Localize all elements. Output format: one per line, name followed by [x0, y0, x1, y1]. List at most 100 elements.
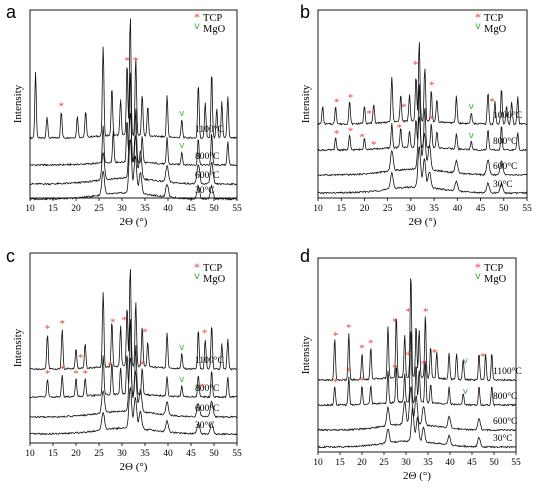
x-axis-label: 2Θ (°): [409, 216, 437, 228]
xrd-trace-1100c: [29, 18, 237, 140]
x-tick-label: 35: [429, 204, 439, 214]
legend-label: TCP: [203, 13, 222, 24]
tcp-marker: *: [59, 101, 65, 113]
x-tick-label: 20: [71, 449, 81, 459]
tcp-marker: *: [333, 330, 339, 342]
series-label: 30°C: [195, 420, 215, 431]
series-label: 1000°C: [493, 110, 522, 121]
xrd-trace-600c: [317, 386, 517, 432]
xrd-trace-1100c: [30, 269, 238, 371]
legend-marker-tcp: *: [475, 10, 481, 24]
tcp-marker: *: [366, 108, 372, 120]
x-tick-label: 20: [71, 204, 81, 214]
tcp-marker: *: [45, 323, 51, 335]
xrd-trace-1100c: [317, 278, 517, 382]
tcp-marker: *: [82, 368, 88, 380]
legend-marker-tcp: *: [194, 260, 200, 274]
legend-marker-mgo: v: [194, 21, 200, 32]
tcp-marker: *: [371, 139, 377, 151]
tcp-marker: *: [423, 306, 429, 318]
series-label: 1100°C: [493, 366, 522, 377]
plot-frame: [317, 9, 528, 199]
xrd-trace-30c: [29, 387, 238, 436]
y-axis-label: Intensity: [12, 328, 24, 367]
x-tick-label: 45: [186, 449, 196, 459]
x-tick-label: 40: [163, 449, 173, 459]
tcp-marker: *: [359, 132, 365, 144]
x-tick-label: 20: [360, 204, 370, 214]
tcp-marker: *: [392, 316, 398, 328]
mgo-marker: v: [469, 102, 475, 112]
series-label: 800°C: [195, 151, 219, 162]
tcp-marker: *: [413, 59, 419, 71]
legend-label: TCP: [484, 13, 503, 24]
xrd-trace-30c: [29, 139, 237, 201]
tcp-marker: *: [392, 362, 398, 374]
tcp-marker: *: [348, 92, 354, 104]
x-tick-label: 40: [453, 204, 463, 214]
tcp-marker: *: [124, 55, 130, 67]
tcp-marker: *: [110, 316, 116, 328]
series-label: 600°C: [493, 416, 517, 427]
legend-label: MgO: [484, 274, 507, 285]
tcp-marker: *: [73, 368, 79, 380]
tcp-marker: *: [78, 352, 84, 364]
xrd-trace-800c: [317, 331, 517, 407]
x-tick-label: 55: [511, 458, 521, 468]
legend-marker-mgo: v: [475, 271, 481, 282]
x-tick-label: 15: [48, 204, 58, 214]
tcp-marker: *: [432, 347, 438, 359]
tcp-marker: *: [405, 349, 411, 361]
x-tick-label: 55: [232, 449, 242, 459]
x-tick-label: 30: [401, 458, 411, 468]
x-tick-label: 15: [336, 204, 346, 214]
series-label: 30°C: [493, 433, 513, 444]
tcp-marker: *: [108, 359, 114, 371]
tcp-marker: *: [397, 122, 403, 134]
series-label: 30°C: [493, 179, 513, 190]
tcp-marker: *: [359, 343, 365, 355]
x-tick-label: 20: [357, 458, 367, 468]
x-tick-label: 30: [117, 204, 127, 214]
mgo-marker: v: [463, 356, 469, 366]
tcp-marker: *: [480, 351, 486, 363]
mgo-marker: v: [463, 387, 469, 397]
x-tick-label: 25: [94, 204, 104, 214]
tcp-marker: *: [59, 364, 65, 376]
tcp-marker: *: [359, 375, 365, 387]
x-tick-label: 10: [25, 449, 35, 459]
series-label: 600°C: [195, 403, 219, 414]
series-label: 30°C: [195, 185, 215, 196]
x-tick-label: 35: [423, 458, 433, 468]
x-tick-label: 40: [445, 458, 455, 468]
tcp-marker: *: [59, 318, 65, 330]
xrd-trace-600c: [29, 357, 238, 419]
series-label: 1100°C: [195, 124, 224, 135]
tcp-marker: *: [346, 322, 352, 334]
x-tick-label: 50: [499, 204, 509, 214]
xrd-trace-30c: [317, 407, 517, 449]
plot-frame: [29, 252, 238, 444]
x-tick-label: 15: [48, 449, 58, 459]
xrd-trace-600c: [30, 113, 238, 186]
tcp-marker: *: [133, 55, 139, 67]
plot-frame: [29, 9, 238, 199]
legend-label: MgO: [203, 274, 226, 285]
xrd-trace-30c: [317, 146, 528, 195]
tcp-marker: *: [334, 96, 340, 108]
tcp-marker: *: [401, 101, 407, 113]
mgo-marker: v: [179, 375, 185, 385]
x-tick-label: 55: [522, 204, 532, 214]
y-axis-label: Intensity: [12, 84, 24, 123]
mgo-marker: v: [179, 109, 185, 119]
tcp-marker: *: [142, 326, 148, 338]
tcp-marker: *: [368, 337, 374, 349]
x-tick-label: 10: [25, 204, 35, 214]
panel-letter: b: [300, 2, 310, 22]
x-tick-label: 50: [489, 458, 499, 468]
legend-label: MgO: [203, 24, 226, 35]
xrd-trace-600c: [317, 116, 528, 177]
x-axis-label: 2Θ (°): [403, 470, 431, 482]
